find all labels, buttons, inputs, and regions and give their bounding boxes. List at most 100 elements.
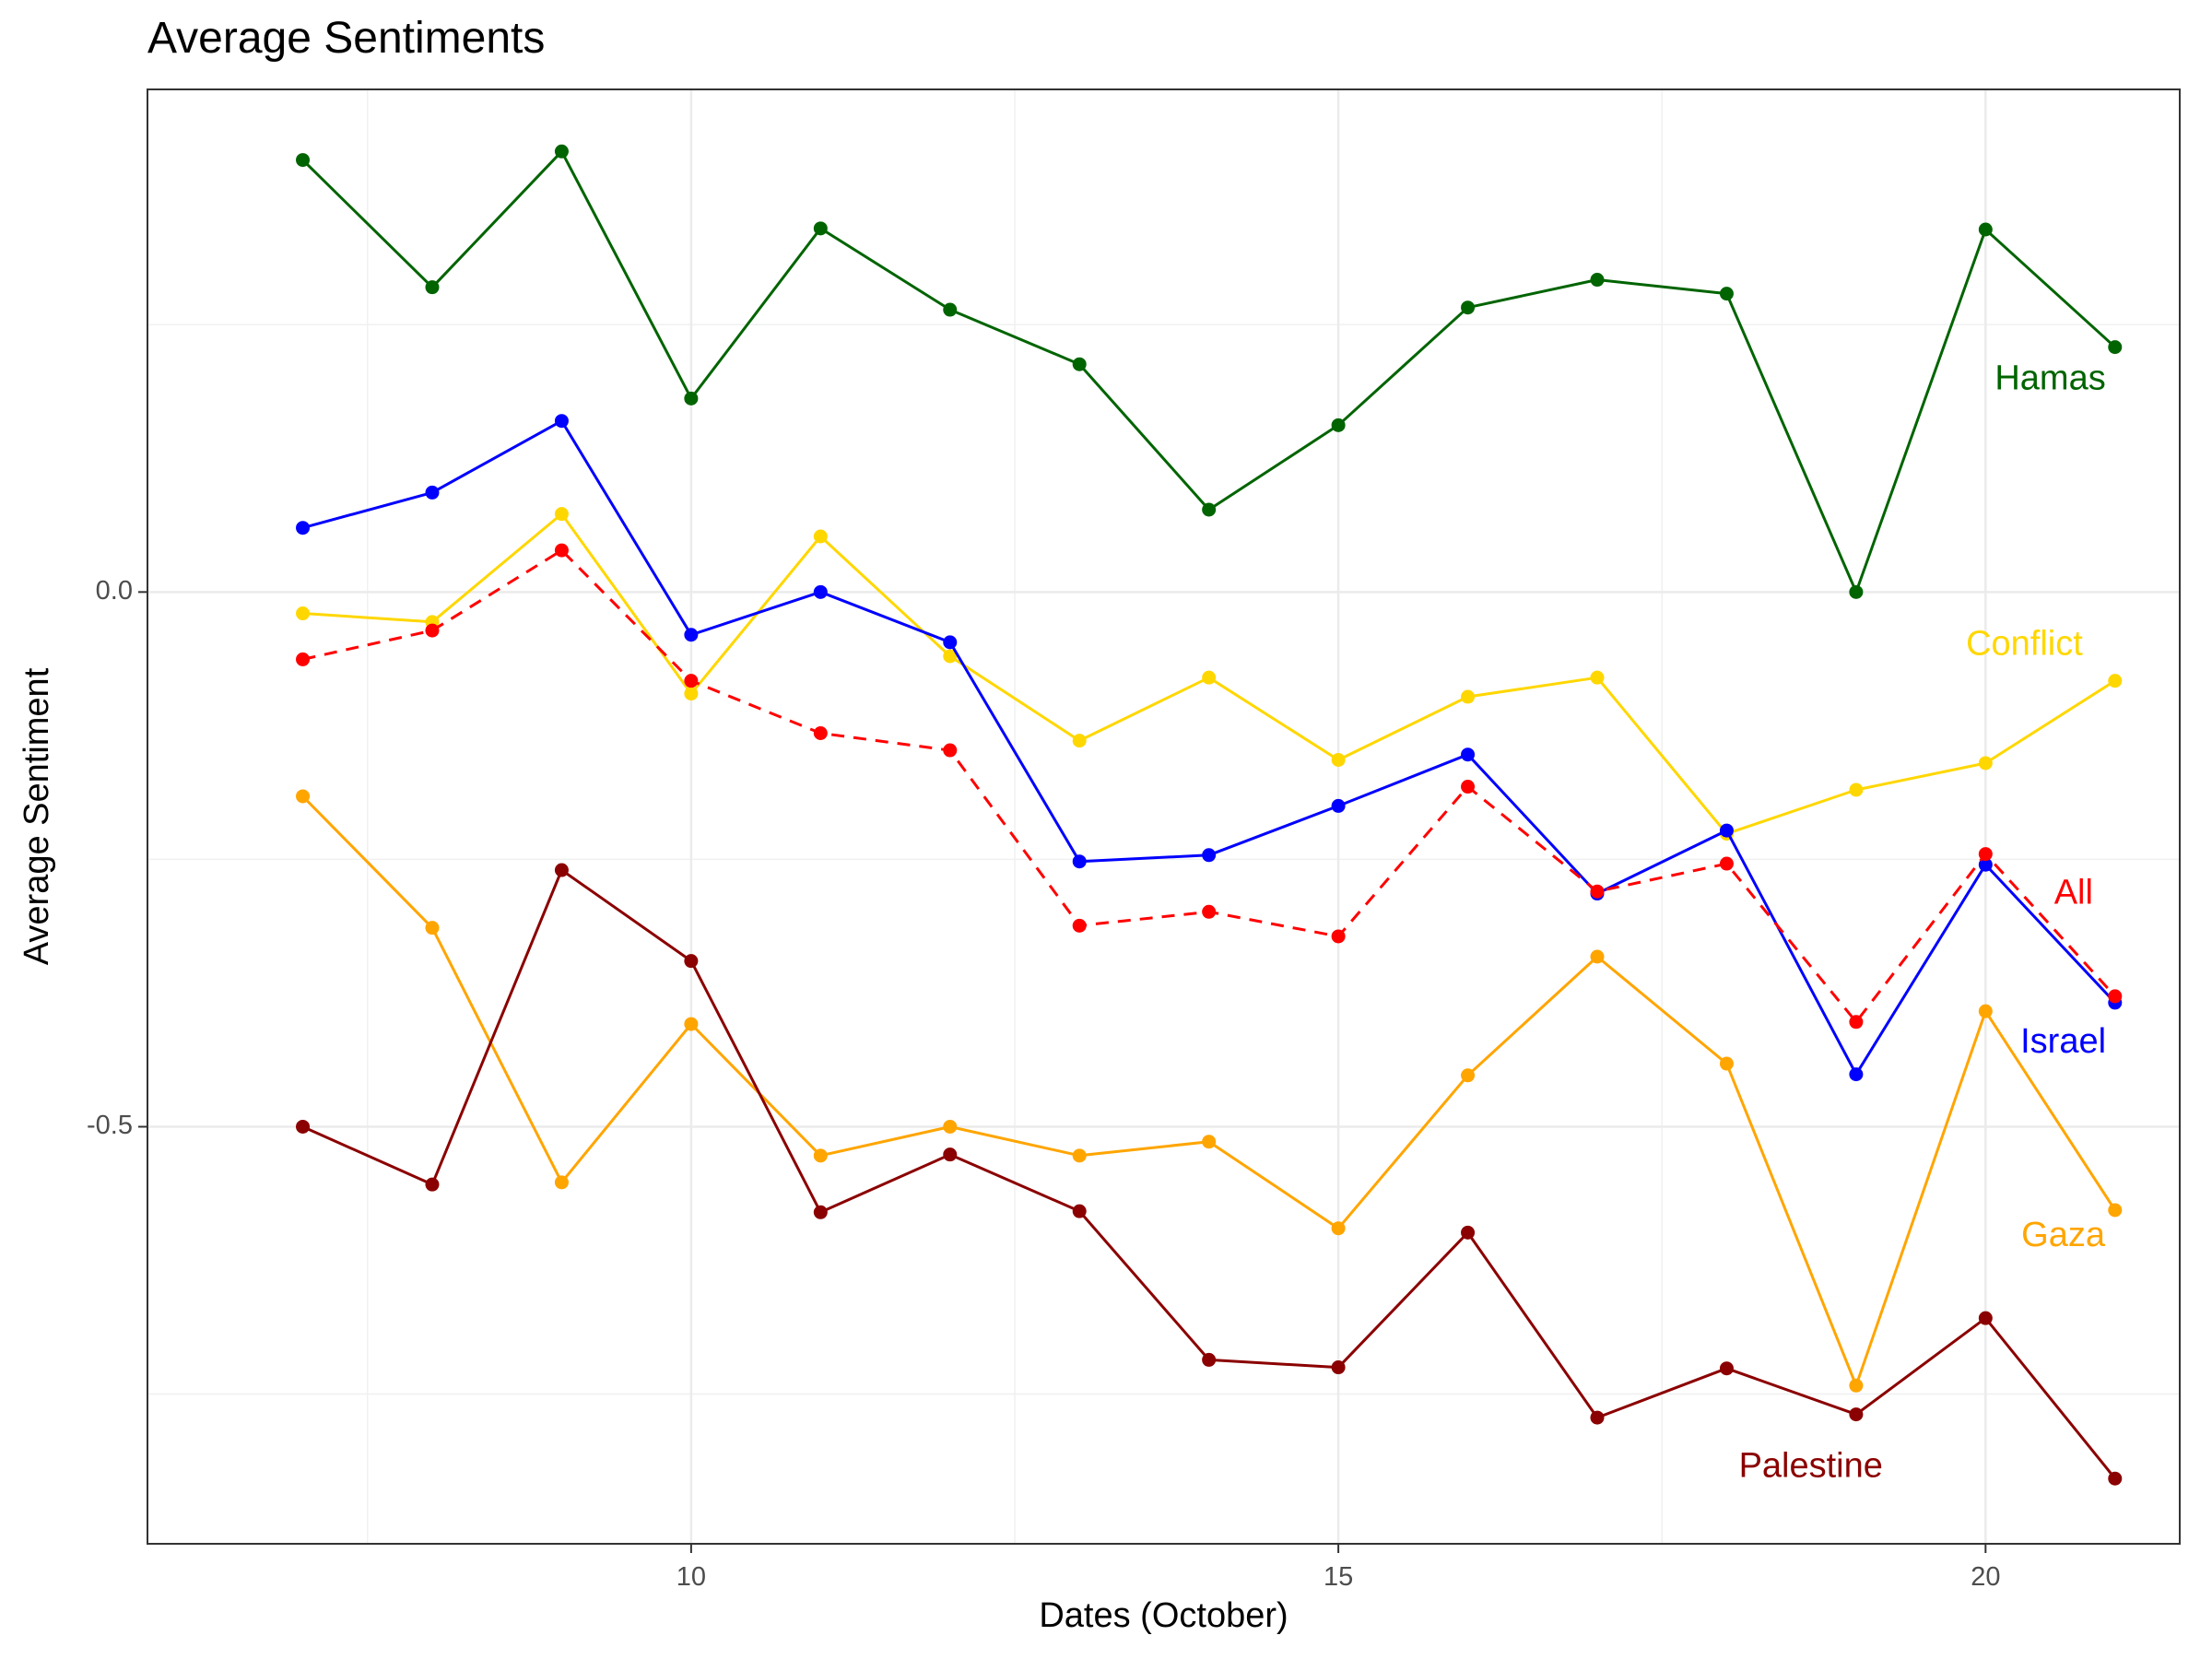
data-point-conflict: [1590, 670, 1605, 685]
data-point-israel: [1461, 747, 1476, 762]
data-point-conflict: [1202, 670, 1217, 685]
data-point-hamas: [813, 221, 828, 236]
data-point-palestine: [684, 954, 699, 969]
series-label-israel: Israel: [2020, 1022, 2106, 1061]
data-point-palestine: [425, 1177, 440, 1192]
data-point-gaza: [425, 921, 440, 935]
series-israel: [296, 414, 2123, 1082]
data-point-palestine: [1461, 1225, 1476, 1240]
y-tick-label: 0.0: [96, 576, 133, 606]
x-tick-label: 20: [1971, 1562, 2000, 1592]
data-point-all: [554, 543, 569, 558]
series-hamas: [296, 144, 2123, 599]
data-point-all: [1719, 856, 1734, 871]
series-all: [296, 543, 2123, 1030]
data-point-palestine: [813, 1205, 828, 1219]
data-point-israel: [1849, 1067, 1864, 1082]
series-label-palestine: Palestine: [1739, 1447, 1883, 1486]
plot-panel-background: [147, 89, 2180, 1544]
data-point-conflict: [1849, 782, 1864, 797]
data-point-palestine: [1719, 1361, 1734, 1376]
data-point-israel: [1719, 823, 1734, 838]
data-point-all: [1849, 1015, 1864, 1030]
data-point-all: [684, 674, 699, 688]
data-point-israel: [1331, 798, 1346, 813]
data-point-hamas: [2108, 340, 2123, 355]
data-point-palestine: [1072, 1204, 1087, 1218]
data-point-israel: [813, 584, 828, 599]
data-point-palestine: [1590, 1410, 1605, 1425]
data-point-conflict: [296, 606, 311, 621]
data-point-hamas: [1719, 287, 1734, 301]
data-point-palestine: [1202, 1352, 1217, 1367]
plot-panel-border: [147, 88, 2181, 1545]
series-labels: Hamas Conflict Israel All Gaza Palestine: [1739, 359, 2106, 1486]
data-point-conflict: [813, 529, 828, 544]
data-point-all: [1202, 904, 1217, 919]
data-point-hamas: [1202, 502, 1217, 517]
data-point-palestine: [943, 1147, 958, 1162]
data-point-israel: [1202, 848, 1217, 863]
data-point-gaza: [2108, 1203, 2123, 1218]
data-point-gaza: [1719, 1056, 1734, 1071]
series-layer: [296, 144, 2123, 1486]
data-point-hamas: [1461, 300, 1476, 315]
data-point-all: [296, 652, 311, 666]
data-point-all: [1590, 884, 1605, 899]
data-point-israel: [554, 414, 569, 429]
data-point-israel: [425, 485, 440, 500]
series-label-gaza: Gaza: [2021, 1216, 2106, 1254]
data-point-palestine: [296, 1119, 311, 1134]
data-point-palestine: [554, 863, 569, 877]
x-tick-label: 15: [1324, 1562, 1353, 1592]
data-point-conflict: [943, 649, 958, 664]
data-point-gaza: [1202, 1135, 1217, 1149]
data-point-palestine: [2108, 1471, 2123, 1486]
data-point-gaza: [1331, 1221, 1346, 1236]
series-palestine: [296, 863, 2123, 1486]
data-point-conflict: [1072, 734, 1087, 748]
data-point-all: [1331, 929, 1346, 944]
data-point-hamas: [1978, 222, 1993, 237]
data-point-palestine: [1978, 1311, 1993, 1325]
data-point-all: [813, 725, 828, 740]
series-gaza: [296, 789, 2123, 1393]
data-point-gaza: [684, 1017, 699, 1031]
data-point-israel: [296, 521, 311, 535]
x-axis-title: Dates (October): [1039, 1596, 1288, 1635]
data-point-all: [1461, 780, 1476, 794]
data-point-hamas: [425, 280, 440, 295]
data-point-hamas: [554, 144, 569, 159]
x-tick-label: 10: [677, 1562, 706, 1592]
data-point-israel: [1978, 857, 1993, 872]
data-point-conflict: [1978, 756, 1993, 771]
chart-title: Average Sentiments: [147, 14, 546, 63]
data-point-conflict: [554, 507, 569, 522]
data-point-gaza: [1590, 949, 1605, 964]
data-point-conflict: [2108, 674, 2123, 688]
y-tick-label: -0.5: [87, 1111, 133, 1140]
data-point-palestine: [1331, 1360, 1346, 1375]
data-point-israel: [943, 635, 958, 650]
data-point-hamas: [943, 302, 958, 317]
data-point-gaza: [813, 1148, 828, 1163]
series-label-conflict: Conflict: [1966, 624, 2083, 663]
data-point-all: [943, 743, 958, 758]
series-label-hamas: Hamas: [1994, 359, 2105, 398]
data-point-israel: [1072, 854, 1087, 869]
data-point-gaza: [1461, 1068, 1476, 1083]
data-point-hamas: [1331, 418, 1346, 432]
data-point-gaza: [554, 1175, 569, 1190]
data-point-all: [1072, 918, 1087, 933]
data-point-hamas: [296, 153, 311, 168]
data-point-all: [1978, 847, 1993, 862]
data-point-hamas: [1590, 273, 1605, 288]
data-point-all: [425, 623, 440, 638]
series-label-all: All: [2054, 874, 2093, 912]
data-point-hamas: [684, 391, 699, 406]
y-axis-title: Average Sentiment: [18, 667, 56, 965]
data-point-gaza: [1072, 1148, 1087, 1163]
data-point-gaza: [296, 789, 311, 804]
data-point-gaza: [1849, 1378, 1864, 1393]
